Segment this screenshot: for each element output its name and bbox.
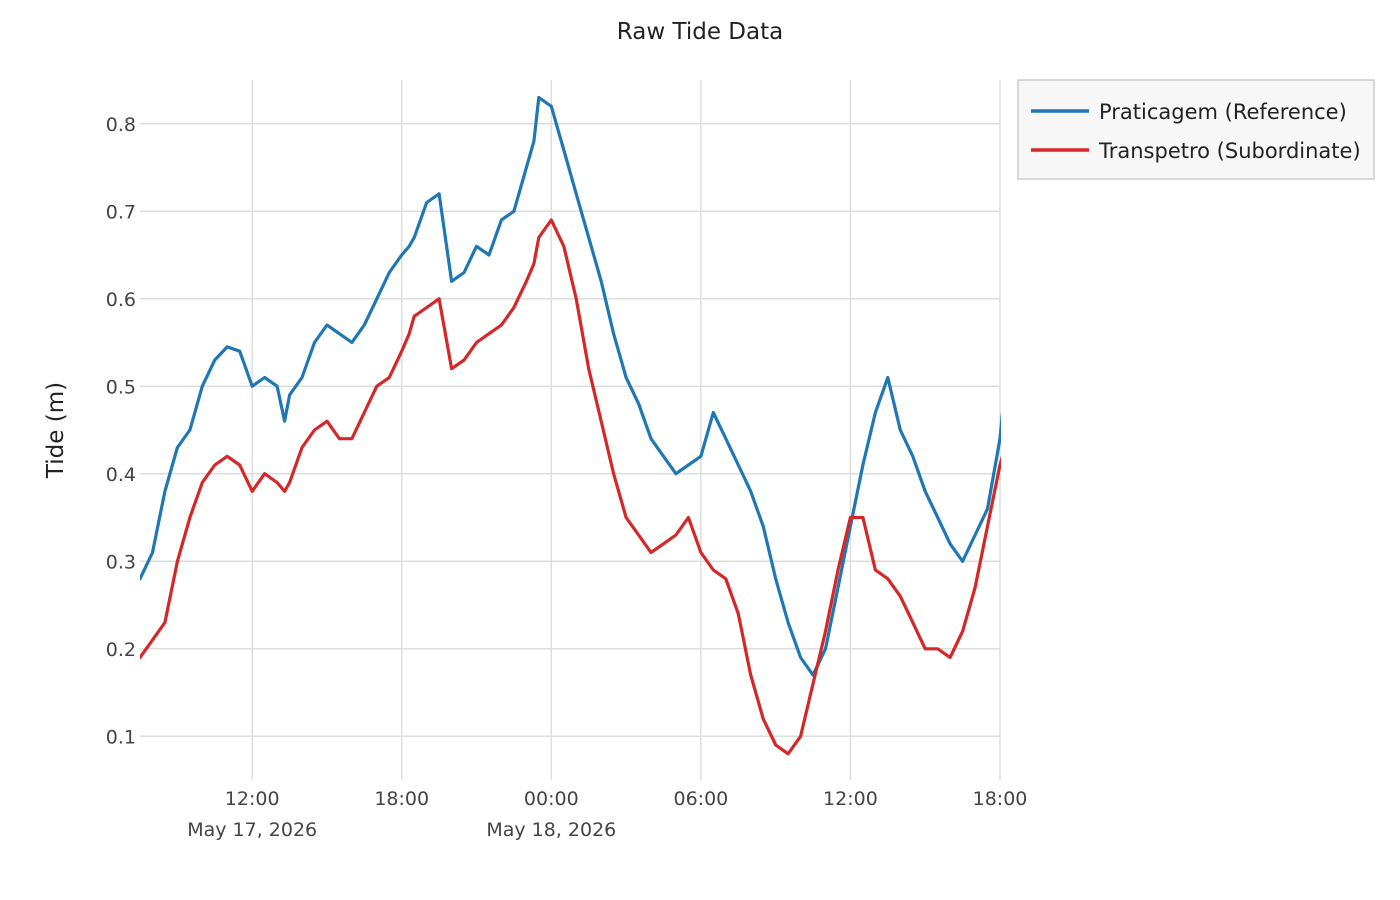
x-tick-date-label: May 17, 2026 — [187, 819, 317, 841]
legend-box — [1017, 79, 1375, 180]
y-tick-label: 0.7 — [106, 201, 136, 223]
y-tick-label: 0.4 — [106, 464, 136, 486]
series-line-reference — [140, 95, 1001, 677]
x-tick-date-label: May 18, 2026 — [486, 819, 616, 841]
x-tick-label: 12:00 — [823, 788, 878, 810]
y-tick-label: 0.3 — [106, 551, 136, 573]
series-line-subordinate — [140, 218, 1001, 756]
x-tick-label: 06:00 — [673, 788, 728, 810]
legend-label-reference: Praticagem (Reference) — [1099, 100, 1347, 124]
y-tick-label: 0.5 — [106, 376, 136, 398]
legend-label-subordinate: Transpetro (Subordinate) — [1098, 139, 1361, 163]
x-tick-labels: 12:00 May 17, 2026 18:00 00:00 May 18, 2026 0… — [187, 788, 1027, 841]
x-tick-label: 18:00 — [374, 788, 429, 810]
series-lines — [140, 95, 1001, 756]
chart-title: Raw Tide Data — [617, 19, 783, 45]
y-gridlines — [140, 123, 1000, 737]
y-axis-title: Tide (m) — [43, 382, 69, 479]
y-tick-label: 0.1 — [106, 726, 136, 748]
y-tick-label: 0.2 — [106, 639, 136, 661]
y-tick-label: 0.6 — [106, 289, 136, 311]
y-tick-label: 0.8 — [106, 114, 136, 136]
y-tick-labels: 0.1 0.2 0.3 0.4 0.5 0.6 0.7 0.8 — [106, 114, 136, 749]
legend: Praticagem (Reference) Transpetro (Subor… — [1017, 79, 1375, 180]
x-tick-label: 00:00 — [524, 788, 579, 810]
x-tick-label: 18:00 — [973, 788, 1028, 810]
x-tick-label: 12:00 — [225, 788, 280, 810]
